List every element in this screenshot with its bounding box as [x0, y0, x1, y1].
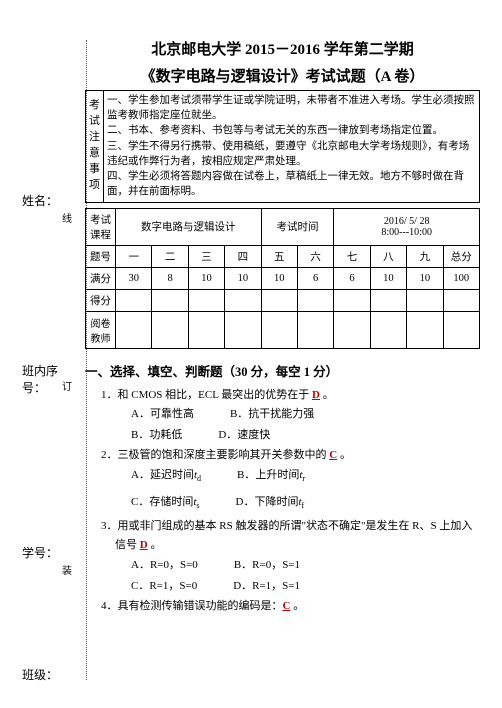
full-4: 10	[225, 267, 261, 289]
q1-opt-c: B．功耗低	[131, 425, 182, 446]
page-content: 北京邮电大学 2015－2016 学年第二学期 《数字电路与逻辑设计》考试试题（…	[85, 38, 480, 615]
time-label: 考试时间	[261, 208, 334, 245]
q1-answer: D	[312, 389, 320, 401]
score-table: 考试课程 数字电路与逻辑设计 考试时间 2016/ 5/ 28 8:00---1…	[85, 208, 480, 349]
full-7: 6	[334, 267, 370, 289]
full-8: 10	[370, 267, 406, 289]
page-title: 北京邮电大学 2015－2016 学年第二学期	[85, 38, 480, 59]
full-9: 10	[407, 267, 443, 289]
binding-margin: 线 订 装 姓名： 班内序号： 学号： 班级：	[18, 0, 78, 708]
q2-opt-c: C．存储时间ts	[131, 492, 200, 513]
q2-answer: C	[329, 449, 337, 461]
rules-table: 考试注意事项 一、学生参加考试须带学生证或学院证明，未带者不准进入考场。学生必须…	[85, 90, 480, 203]
q2-stem-b: 。	[337, 449, 351, 461]
q3-opts-row1: A．R=0，S=0 B．R=0，S=1	[131, 555, 480, 576]
q4-stem-b: 。	[290, 600, 304, 612]
q4-stem-a: 4．具有检测传输错误功能的编码是：	[101, 600, 283, 612]
col-2: 二	[152, 245, 188, 267]
got-label: 得分	[86, 289, 116, 311]
col-3: 三	[188, 245, 224, 267]
q3: 3．用或非门组成的基本 RS 触发器的所谓"状态不确定"是发生在 R、S 上加入…	[101, 517, 480, 554]
rule-1: 一、学生参加考试须带学生证或学院证明，未带者不准进入考场。学生必须按照监考教师指…	[107, 93, 476, 123]
bind-mark-xian: 线	[62, 210, 72, 225]
marker-label: 阅卷教师	[86, 311, 116, 348]
q2: 2．三极管的饱和深度主要影响其开关参数中的 C 。	[101, 446, 480, 465]
q3-opt-d: D．R=1，S=1	[233, 576, 300, 597]
col-6: 六	[297, 245, 333, 267]
col-1: 一	[116, 245, 152, 267]
col-total: 总分	[443, 245, 479, 267]
q2-opts-row1: A．延迟时间td B．上升时间tr	[131, 465, 480, 486]
col-5: 五	[261, 245, 297, 267]
rules-header: 考试注意事项	[86, 91, 104, 203]
course-value: 数字电路与逻辑设计	[116, 208, 262, 245]
rownum-label: 题号	[86, 245, 116, 267]
q1: 1．和 CMOS 相比，ECL 最突出的优势在于 D 。	[101, 386, 480, 405]
q2-opts-row2: C．存储时间ts D．下降时间tf	[131, 492, 480, 513]
q2-opt-b: B．上升时间tr	[237, 465, 305, 486]
q3-opt-b: B．R=0，S=1	[234, 555, 300, 576]
class-seq-label: 班内序号：	[22, 362, 78, 396]
q2-stem-a: 2．三极管的饱和深度主要影响其开关参数中的	[101, 449, 329, 461]
q1-stem-b: 。	[320, 389, 334, 401]
rule-3: 三、学生不得另行携带、使用稿纸，要遵守《北京邮电大学考场规则》，有考场违纪或作弊…	[107, 139, 476, 169]
col-8: 八	[370, 245, 406, 267]
xuehao-label: 学号：	[22, 544, 58, 561]
full-6: 6	[297, 267, 333, 289]
course-label: 考试课程	[86, 208, 116, 245]
full-5: 10	[261, 267, 297, 289]
rule-2: 二、书本、参考资料、书包等与考试无关的东西一律放到考场指定位置。	[107, 123, 476, 138]
col-9: 九	[407, 245, 443, 267]
q2-opt-d: D．下降时间tf	[236, 492, 305, 513]
q3-stem-b: 。	[148, 539, 162, 551]
q2-opt-a: A．延迟时间td	[131, 465, 201, 486]
page-subtitle: 《数字电路与逻辑设计》考试试题（A 卷）	[85, 65, 480, 86]
full-2: 8	[152, 267, 188, 289]
col-4: 四	[225, 245, 261, 267]
full-1: 30	[116, 267, 152, 289]
q1-opt-d: D．速度快	[218, 425, 270, 446]
bind-mark-zhuang: 装	[62, 562, 72, 577]
rule-4: 四、学生必须将答题内容做在试卷上，草稿纸上一律无效。地方不够时做在背面，并在前面…	[107, 169, 476, 199]
q4: 4．具有检测传输错误功能的编码是：C 。	[101, 597, 480, 616]
q1-opt-a: A．可靠性高	[131, 404, 194, 425]
q3-opt-c: C．R=1，S=0	[131, 576, 197, 597]
q1-stem-a: 1．和 CMOS 相比，ECL 最突出的优势在于	[101, 389, 312, 401]
q3-answer: D	[140, 539, 148, 551]
full-total: 100	[443, 267, 479, 289]
full-label: 满分	[86, 267, 116, 289]
banji-label: 班级：	[22, 666, 58, 683]
q3-opts-row2: C．R=1，S=0 D．R=1，S=1	[131, 576, 480, 597]
q1-opts-row1: A．可靠性高 B．抗干扰能力强	[131, 404, 480, 425]
q1-opts-row2: B．功耗低 D．速度快	[131, 425, 480, 446]
section-1-title: 一、选择、填空、判断题（30 分，每空 1 分）	[85, 361, 480, 380]
time-value: 2016/ 5/ 28 8:00---10:00	[334, 208, 480, 245]
name-label: 姓名：	[22, 192, 58, 209]
q3-opt-a: A．R=0，S=0	[131, 555, 198, 576]
full-3: 10	[188, 267, 224, 289]
col-7: 七	[334, 245, 370, 267]
q1-opt-b: B．抗干扰能力强	[230, 404, 314, 425]
rules-body: 一、学生参加考试须带学生证或学院证明，未带者不准进入考场。学生必须按照监考教师指…	[104, 91, 480, 203]
